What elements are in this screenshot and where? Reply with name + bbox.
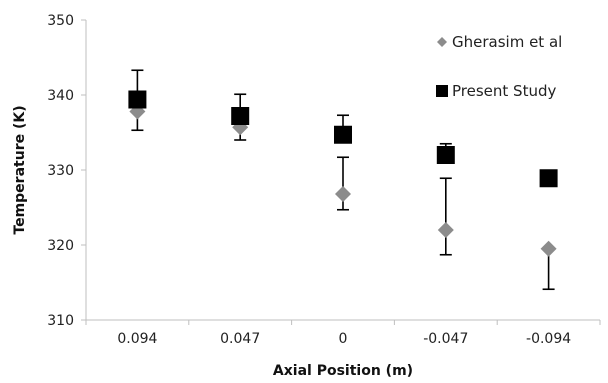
y-tick-label: 320 <box>47 238 74 254</box>
data-point-present-study <box>334 125 352 144</box>
y-tick-label: 340 <box>47 88 74 104</box>
legend-label-present-study: Present Study <box>452 82 556 100</box>
legend-item-gherasim: Gherasim et al <box>437 33 562 51</box>
y-tick-label: 310 <box>47 313 74 329</box>
data-point-present-study <box>436 146 455 164</box>
x-tick-label: 0 <box>339 331 348 347</box>
legend-marker-present-study <box>436 85 448 97</box>
data-point-gherasim <box>540 240 557 257</box>
x-tick-label: 0.047 <box>220 331 260 347</box>
data-point-gherasim <box>335 186 351 202</box>
x-tick-label: -0.047 <box>423 331 468 347</box>
data-point-present-study <box>231 107 250 125</box>
x-tick-label: -0.094 <box>526 331 571 347</box>
y-tick-label: 330 <box>47 163 74 179</box>
legend: Gherasim et al Present Study <box>436 33 562 100</box>
data-point-gherasim <box>437 222 454 238</box>
x-axis-title: Axial Position (m) <box>273 363 413 379</box>
legend-marker-diamond <box>437 37 447 47</box>
y-axis-title: Temperature (K) <box>12 105 28 234</box>
legend-label-gherasim: Gherasim et al <box>452 33 562 51</box>
x-tick-label: 0.094 <box>117 331 157 347</box>
legend-item-present-study: Present Study <box>436 82 556 100</box>
data-point-present-study <box>539 169 558 188</box>
y-tick-label: 350 <box>47 13 74 29</box>
legend-marker-gherasim <box>437 37 447 47</box>
legend-marker-square <box>436 85 448 97</box>
data-point-present-study <box>128 90 147 109</box>
